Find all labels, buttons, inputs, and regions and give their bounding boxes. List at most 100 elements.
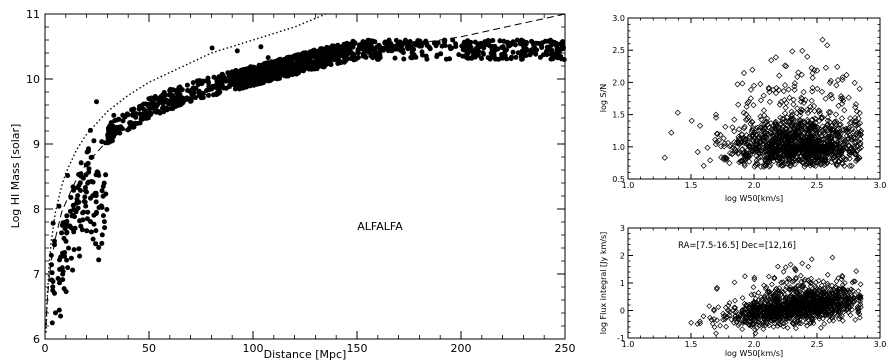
data-point [60,268,66,274]
data-point [268,68,274,74]
data-point [797,157,805,164]
data-point [366,44,372,50]
data-point [370,38,376,44]
data-point [71,187,77,193]
data-point [58,313,64,319]
data-point [715,304,722,310]
data-point [550,39,556,45]
data-point [826,79,834,86]
data-point [147,106,153,112]
data-point [94,99,99,105]
data-point [291,61,297,67]
data-point [855,288,862,294]
data-point [127,120,133,126]
data-point [228,79,233,85]
data-point [93,199,99,205]
data-point [723,323,729,330]
data-point [309,50,315,56]
y-tick-label: 1.5 [612,111,625,120]
data-point [488,50,494,56]
data-point [726,160,733,167]
data-point [832,111,840,118]
data-point [713,330,719,337]
data-point [828,91,835,98]
mass-distance-curves [45,13,566,333]
data-point [308,61,314,67]
data-point [794,73,801,80]
data-point [258,44,264,50]
x-tick-label: 2.5 [811,340,824,349]
data-point [60,220,66,226]
data-point [480,50,486,56]
data-point [217,83,223,89]
data-point [537,54,543,60]
data-point [776,72,783,79]
data-point [775,263,781,270]
data-point [358,42,364,48]
data-point [847,312,854,318]
data-point [548,56,554,62]
data-point [780,268,787,275]
data-point [435,40,441,46]
data-point [247,69,253,75]
data-point [751,276,758,283]
data-point [804,109,812,116]
data-point [60,277,66,283]
data-point [267,78,272,84]
data-point [58,254,64,260]
data-point [225,70,231,76]
data-point [804,53,811,60]
data-point [427,46,433,52]
data-point [402,37,408,43]
data-point [726,143,733,150]
data-point [845,94,852,101]
data-point [93,241,99,247]
data-point [254,75,259,81]
data-point [852,316,859,323]
data-point [731,116,738,123]
data-point [469,48,475,54]
data-point [91,138,97,144]
y-tick-label: 9 [33,138,40,151]
data-point [764,147,771,154]
data-point [136,106,142,112]
data-point [164,99,170,105]
data-point [836,121,843,128]
data-point [348,56,354,61]
data-point [393,37,399,43]
data-point [272,65,278,71]
data-point [401,56,407,62]
data-point [65,173,71,178]
data-point [829,254,836,261]
data-point [229,69,235,75]
data-point [64,213,70,219]
data-point [205,78,211,84]
data-point [722,123,729,130]
data-point [232,80,238,86]
data-point [829,95,836,102]
data-point [764,115,771,122]
data-point [211,74,217,80]
data-point [735,101,742,108]
mass-distance-xlabel: Distance [Mpc] [264,348,347,360]
flux-width-xlabel: log W50[km/s] [725,349,783,358]
data-point [848,162,855,169]
data-point [528,50,534,56]
x-tick-label: 150 [347,342,368,355]
data-point [362,39,368,45]
x-tick-label: 2.5 [811,181,824,190]
data-point [856,85,863,92]
dotted-curve [45,13,327,333]
data-point [839,100,846,107]
data-point [459,43,465,49]
data-point [840,97,847,104]
data-point [300,59,306,65]
data-point [501,38,507,44]
data-point [791,161,798,168]
data-point [735,149,742,156]
data-point [236,80,242,86]
data-point [99,240,105,246]
data-point [736,159,743,166]
data-point [204,88,210,93]
